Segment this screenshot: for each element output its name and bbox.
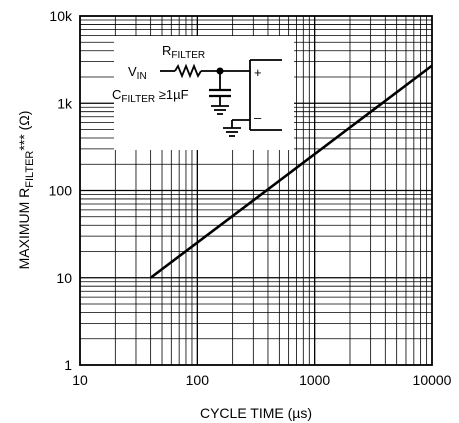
y-axis-title-suffix: *** (Ω) [16, 111, 32, 151]
y-axis-title-subscript: FILTER [24, 151, 36, 188]
x-tick-label: 1000 [299, 372, 330, 388]
y-tick-label: 10k [49, 8, 73, 24]
x-axis-title: CYCLE TIME (µs) [200, 405, 312, 421]
y-axis-title: MAXIMUM RFILTER*** (Ω) [16, 111, 36, 270]
schematic-c-suffix: ≥1µF [155, 87, 188, 102]
schematic-c-sub: FILTER [121, 94, 155, 105]
y-tick-label: 10 [56, 270, 72, 286]
schematic-vin-label: VIN [128, 64, 147, 82]
y-tick-label: 100 [49, 183, 73, 199]
schematic-r-label: RFILTER [162, 43, 205, 61]
x-tick-label: 10 [72, 372, 88, 388]
schematic-c-main: C [112, 87, 121, 102]
y-tick-label: 1k [57, 95, 73, 111]
y-tick-labels: 1 10 100 1k 10k [49, 8, 73, 373]
schematic-c-label: CFILTER ≥1µF [112, 87, 189, 105]
inset-background [114, 36, 294, 150]
series-group [149, 64, 433, 279]
schematic-vin-sub: IN [137, 71, 147, 82]
x-tick-labels: 10 100 1000 10000 [72, 372, 451, 388]
schematic-resistor [174, 63, 202, 79]
schematic-plus-label: + [254, 65, 262, 80]
inset-schematic: RFILTER VIN CFILTER ≥1µF + – [112, 43, 282, 137]
series-line [149, 64, 433, 279]
x-tick-label: 10000 [413, 372, 452, 388]
schematic-vin-main: V [128, 64, 137, 79]
y-tick-label: 1 [64, 357, 72, 373]
y-axis-title-prefix: MAXIMUM R [16, 188, 32, 270]
plot-frame [79, 15, 433, 366]
x-tick-label: 100 [186, 372, 210, 388]
schematic-minus-label: – [254, 110, 262, 125]
schematic-r-sub: FILTER [171, 50, 205, 61]
schematic-r-main: R [162, 43, 171, 58]
